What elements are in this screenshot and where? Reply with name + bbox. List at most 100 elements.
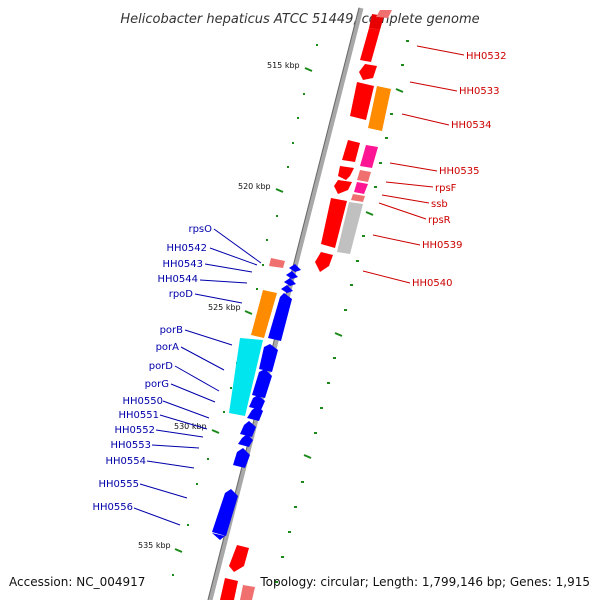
leader-line [381, 194, 430, 204]
gene-arrow [212, 489, 238, 536]
gene-arrow [337, 202, 363, 254]
gene-arrow [351, 194, 365, 202]
gene-arrow [354, 182, 368, 194]
leader-line [159, 414, 208, 430]
gene-label-hh0533: HH0533 [459, 86, 500, 97]
gene-arrow [289, 264, 301, 272]
leader-line [416, 45, 465, 56]
leader-line [409, 81, 458, 92]
leader-line [174, 365, 220, 392]
gene-arrow [334, 180, 352, 194]
gene-arrow [269, 258, 285, 268]
tick-dash [395, 88, 404, 93]
gene-label-hh0552: HH0552 [115, 425, 156, 436]
tick-dash [244, 310, 253, 315]
leader-line [389, 162, 438, 172]
gene-arrow [212, 533, 225, 540]
tick-label-530: 530 kbp [174, 422, 207, 431]
tick-dash [365, 211, 374, 216]
gene-label-porg: porG [145, 379, 169, 390]
gene-label-hh0553: HH0553 [111, 440, 152, 451]
leader-line [170, 383, 216, 403]
tick-label-525: 525 kbp [208, 303, 241, 312]
gene-arrow [286, 271, 298, 279]
gene-arrow [357, 170, 371, 182]
gene-arrow [247, 406, 263, 421]
gene-arrow [251, 290, 277, 338]
gene-label-hh0555: HH0555 [99, 479, 140, 490]
gene-arrow [249, 395, 265, 410]
leader-line [385, 181, 434, 188]
gene-arrow [321, 198, 347, 248]
tick-dash [303, 454, 312, 459]
forward-strand-genes [220, 10, 392, 600]
gene-label-pora: porA [156, 342, 180, 353]
reverse-label-leaders [133, 228, 262, 526]
gene-label-hh0539: HH0539 [422, 240, 463, 251]
leader-line [155, 429, 204, 438]
gene-label-hh0551: HH0551 [119, 410, 160, 421]
leader-line [378, 202, 427, 220]
gene-arrow [240, 421, 256, 437]
tick-dash [211, 429, 220, 434]
genome-summary-text: Topology: circular; Length: 1,799,146 bp… [259, 575, 590, 589]
leader-line [194, 293, 243, 304]
gene-arrow [238, 434, 253, 447]
reverse-gene-labels: rpsO HH0542 HH0543 HH0544 rpoD porB porA… [93, 224, 213, 513]
tick-labels: 515 kbp 520 kbp 525 kbp 530 kbp 535 kbp [138, 61, 300, 550]
gene-arrow [369, 14, 384, 30]
gene-label-ssb: ssb [431, 199, 448, 210]
gene-label-rpsr: rpsR [428, 215, 451, 226]
tick-dash [275, 188, 284, 193]
gene-arrow [350, 82, 374, 120]
leader-line [184, 329, 233, 346]
leader-line [204, 263, 253, 273]
gene-arrow [360, 28, 380, 62]
gene-arrow [376, 10, 392, 18]
gene-label-hh0543: HH0543 [163, 259, 204, 270]
gene-label-hh0535: HH0535 [439, 166, 480, 177]
leader-line [372, 234, 421, 246]
accession-text: Accession: NC_004917 [9, 575, 145, 589]
gene-label-hh0550: HH0550 [123, 396, 164, 407]
leader-line [151, 444, 200, 449]
gene-arrow [359, 64, 377, 80]
leader-line [362, 270, 411, 284]
gene-arrow [284, 278, 296, 286]
gene-label-pord: porD [149, 361, 174, 372]
gene-arrow [338, 166, 354, 180]
leader-line [162, 400, 210, 419]
gene-label-hh0544: HH0544 [158, 274, 199, 285]
gene-label-rpod: rpoD [169, 289, 194, 300]
gene-arrow [342, 140, 360, 162]
gene-arrow [360, 145, 378, 168]
gene-label-hh0532: HH0532 [466, 51, 507, 62]
tick-dash [334, 332, 343, 337]
gene-arrow [281, 285, 293, 293]
reverse-strand-genes [212, 258, 301, 540]
leader-line [133, 507, 181, 526]
gene-label-hh0534: HH0534 [451, 120, 492, 131]
leader-line [213, 228, 262, 264]
leader-line [209, 247, 258, 266]
gene-label-porb: porB [160, 325, 184, 336]
gene-arrow [368, 86, 391, 131]
tick-dash [304, 67, 313, 72]
tick-label-535: 535 kbp [138, 541, 171, 550]
leader-line [401, 113, 450, 126]
forward-gene-labels: HH0532 HH0533 HH0534 HH0535 rpsF ssb rps… [412, 51, 507, 289]
map-title: Helicobacter hepaticus ATCC 51449, compl… [120, 12, 479, 27]
gene-arrow [229, 545, 249, 572]
gene-label-hh0540: HH0540 [412, 278, 453, 289]
gene-arrow [220, 578, 238, 600]
gene-arrow [268, 293, 292, 341]
gene-label-hh0556: HH0556 [93, 502, 134, 513]
gene-arrow [229, 338, 263, 416]
gene-label-hh0554: HH0554 [106, 456, 147, 467]
gene-arrow [259, 344, 278, 372]
gene-label-rpso: rpsO [188, 224, 212, 235]
gene-arrow [233, 448, 250, 468]
tick-label-520: 520 kbp [238, 182, 271, 191]
tick-dash [174, 548, 183, 553]
